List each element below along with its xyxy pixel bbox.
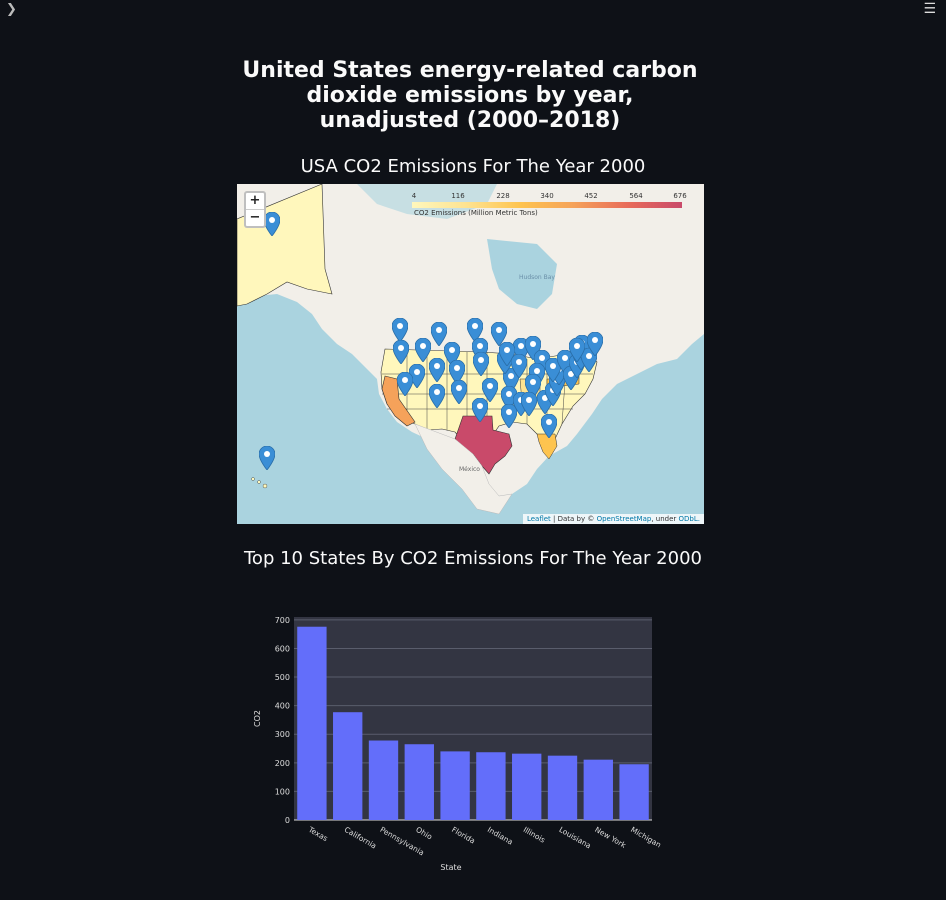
hudson-bay <box>487 239 557 309</box>
attribution-text: | Data by © <box>550 515 597 523</box>
x-axis-title: State <box>440 863 461 872</box>
x-tick-label: Illinois <box>522 825 547 845</box>
map-marker-icon[interactable] <box>482 378 498 402</box>
map-marker-icon[interactable] <box>259 446 275 470</box>
map-marker-icon[interactable] <box>521 392 537 416</box>
y-tick-label: 200 <box>275 759 290 768</box>
map-attribution: Leaflet | Data by © OpenStreetMap, under… <box>522 514 704 524</box>
bar[interactable] <box>404 744 434 820</box>
map-marker-icon[interactable] <box>501 386 517 410</box>
bar[interactable] <box>547 755 578 820</box>
map-marker-icon[interactable] <box>541 414 557 438</box>
florida <box>536 433 558 460</box>
legend-tick: 564 <box>629 192 643 200</box>
map-marker-icon[interactable] <box>392 318 408 342</box>
attribution-under: , under <box>651 515 679 523</box>
x-tick-label: Texas <box>306 824 329 843</box>
map-marker-icon[interactable] <box>473 352 489 376</box>
x-tick-label: California <box>343 825 378 851</box>
x-tick-label: New York <box>593 825 628 850</box>
hawaii-2 <box>257 480 261 484</box>
legend-tick: 116 <box>451 192 465 200</box>
map-marker-icon[interactable] <box>511 354 527 378</box>
hamburger-menu-icon[interactable]: ☰ <box>923 1 936 17</box>
map-marker-icon[interactable] <box>429 358 445 382</box>
map-legend: 4 116 228 340 452 564 676 CO2 Emissions … <box>412 192 692 220</box>
bar[interactable] <box>368 740 399 820</box>
legend-tick: 340 <box>540 192 554 200</box>
map-title: USA CO2 Emissions For The Year 2000 <box>300 156 646 177</box>
map-marker-icon[interactable] <box>472 398 488 422</box>
legend-tick: 452 <box>584 192 598 200</box>
map-marker-icon[interactable] <box>409 364 425 388</box>
choropleth-map[interactable]: Hudson Bay México + − 4 116 228 340 452 … <box>237 184 704 524</box>
map-marker-icon[interactable] <box>397 372 413 396</box>
osm-link[interactable]: OpenStreetMap <box>596 515 652 523</box>
bar[interactable] <box>619 764 649 820</box>
map-label-hudson-bay: Hudson Bay <box>519 274 555 281</box>
x-tick-label: Florida <box>450 825 477 846</box>
page-title: United States energy-related carbon diox… <box>242 58 698 133</box>
bar[interactable] <box>476 752 506 820</box>
zoom-control: + − <box>244 191 266 228</box>
sidebar-toggle-icon[interactable]: ❯ <box>6 2 17 17</box>
legend-tick: 4 <box>411 192 417 200</box>
land-north-america <box>237 184 704 496</box>
odbl-link[interactable]: ODbL. <box>678 515 700 523</box>
leaflet-link[interactable]: Leaflet <box>526 515 551 523</box>
x-tick-label: Indiana <box>486 825 515 847</box>
bar[interactable] <box>297 626 327 820</box>
map-marker-icon[interactable] <box>587 332 603 356</box>
y-tick-label: 700 <box>275 616 290 625</box>
legend-tick: 228 <box>496 192 510 200</box>
california <box>381 375 416 427</box>
y-tick-label: 100 <box>275 787 290 796</box>
y-tick-label: 300 <box>275 730 290 739</box>
y-axis-title: CO2 <box>253 710 262 727</box>
water-arctic <box>357 184 497 219</box>
legend-tick: 676 <box>673 192 687 200</box>
zoom-out-button[interactable]: − <box>246 209 264 226</box>
y-tick-label: 500 <box>275 673 290 682</box>
map-marker-icon[interactable] <box>491 322 507 346</box>
zoom-in-button[interactable]: + <box>249 193 261 208</box>
bar[interactable] <box>512 753 542 820</box>
legend-ticks: 4 116 228 340 452 564 676 <box>412 192 692 202</box>
chart-title: Top 10 States By CO2 Emissions For The Y… <box>244 548 702 569</box>
x-tick-label: Michigan <box>629 825 663 850</box>
y-tick-label: 600 <box>275 644 290 653</box>
map-label-mexico: México <box>459 466 480 473</box>
x-tick-label: Ohio <box>414 825 434 842</box>
map-marker-icon[interactable] <box>467 318 483 342</box>
map-marker-icon[interactable] <box>569 338 585 362</box>
map-marker-icon[interactable] <box>451 380 467 404</box>
map-marker-icon[interactable] <box>431 322 447 346</box>
hawaii-3 <box>262 483 268 489</box>
legend-color-bar <box>412 202 682 208</box>
y-tick-label: 400 <box>275 702 290 711</box>
map-marker-icon[interactable] <box>415 338 431 362</box>
map-base: Hudson Bay México <box>237 184 704 515</box>
bar[interactable] <box>440 751 470 820</box>
hawaii-1 <box>251 477 255 481</box>
map-marker-icon[interactable] <box>449 360 465 384</box>
map-marker-icon[interactable] <box>264 212 280 236</box>
map-marker-icon[interactable] <box>545 358 561 382</box>
map-marker-icon[interactable] <box>393 340 409 364</box>
bar[interactable] <box>333 712 363 820</box>
legend-caption: CO2 Emissions (Million Metric Tons) <box>414 209 538 217</box>
mexico <box>414 423 513 515</box>
x-tick-label: Louisiana <box>558 825 593 851</box>
y-tick-label: 0 <box>285 816 290 825</box>
map-marker-icon[interactable] <box>429 384 445 408</box>
bar[interactable] <box>583 759 613 820</box>
